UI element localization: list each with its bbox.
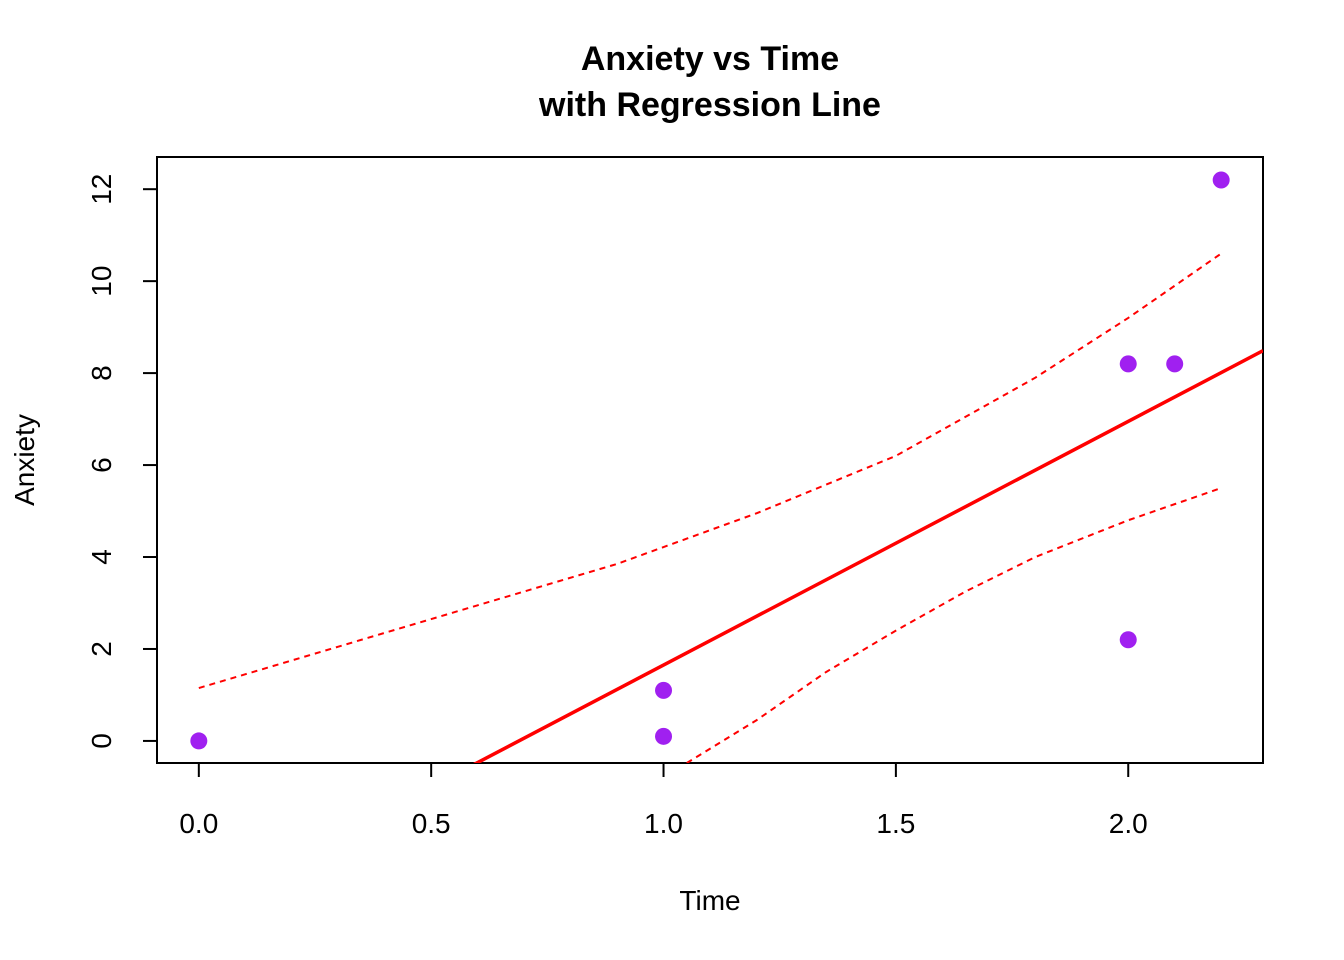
y-tick-label: 4 — [86, 549, 117, 565]
y-tick-label: 6 — [86, 457, 117, 473]
y-tick-label: 12 — [86, 174, 117, 205]
chart-title-line-2: with Regression Line — [538, 86, 881, 124]
data-point — [655, 681, 673, 699]
data-point — [1119, 631, 1137, 649]
x-tick-label: 1.0 — [644, 808, 683, 839]
y-tick-label: 2 — [86, 641, 117, 657]
y-tick-label: 8 — [86, 365, 117, 381]
plot-area-frame — [156, 156, 1264, 764]
y-axis: 0 2 4 6 8 10 12 — [86, 174, 158, 749]
x-axis-label: Time — [679, 885, 740, 916]
x-tick-label: 1.5 — [876, 808, 915, 839]
x-tick-label: 2.0 — [1109, 808, 1148, 839]
regression-line — [473, 349, 1263, 763]
x-tick-label: 0.5 — [412, 808, 451, 839]
data-point — [190, 732, 208, 750]
data-point — [1119, 355, 1137, 373]
chart-title-line-1: Anxiety vs Time — [581, 40, 839, 78]
upper-confidence-band — [198, 252, 1222, 690]
x-tick-label: 0.0 — [179, 808, 218, 839]
lower-confidence-band — [686, 487, 1222, 763]
x-axis: 0.0 0.5 1.0 1.5 2.0 — [179, 762, 1148, 839]
data-point — [1166, 355, 1184, 373]
y-tick-label: 0 — [86, 733, 117, 749]
y-axis-label: Anxiety — [9, 414, 40, 506]
data-point — [1212, 171, 1230, 189]
y-tick-label: 10 — [86, 266, 117, 297]
plot-marks — [190, 171, 1263, 763]
data-point — [655, 727, 673, 745]
